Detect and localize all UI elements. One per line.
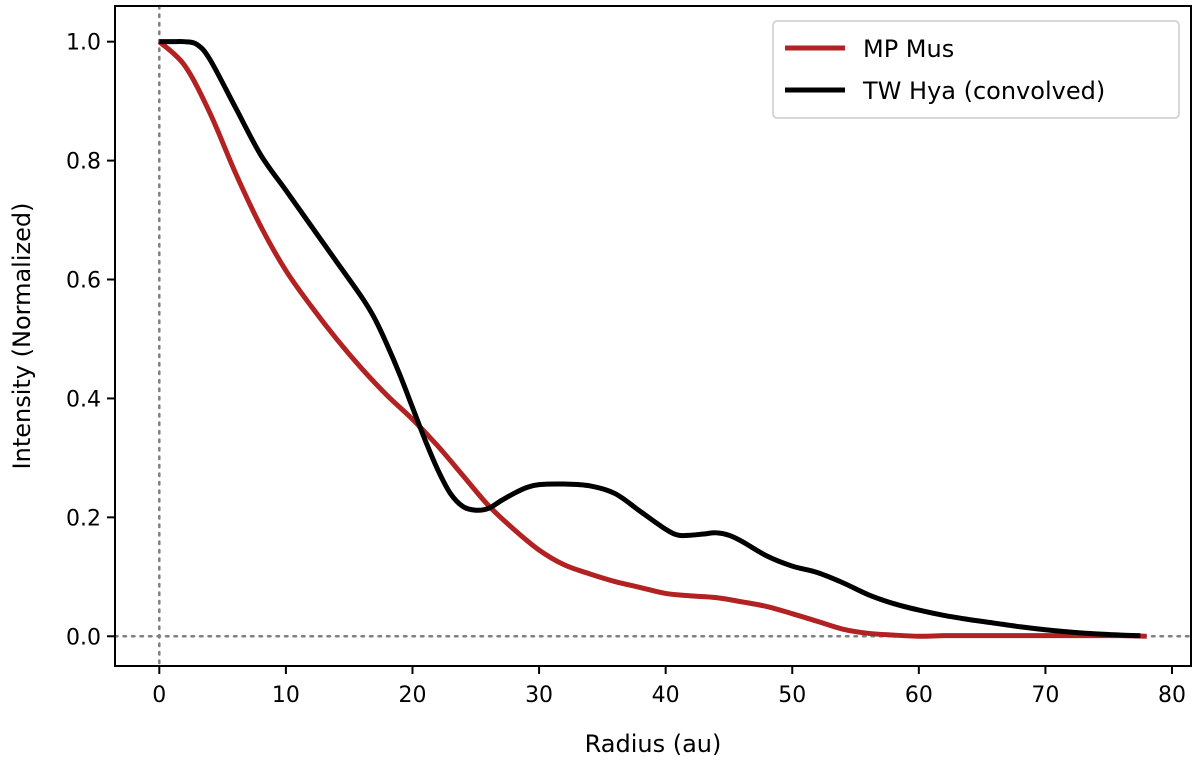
reference-lines <box>113 4 1193 668</box>
x-tick-label: 0 <box>152 683 166 708</box>
x-tick-label: 30 <box>525 683 553 708</box>
legend-label: MP Mus <box>863 35 954 63</box>
x-tick-label: 10 <box>272 683 300 708</box>
legend-box <box>772 20 1180 119</box>
y-tick-label: 0.0 <box>66 625 101 650</box>
plot-frame <box>114 5 1192 667</box>
y-tick-label: 0.4 <box>66 387 101 412</box>
series-line-2 <box>159 38 1141 639</box>
legend: MP Mus TW Hya (convolved) <box>772 20 1180 119</box>
y-tick-label: 0.2 <box>66 506 101 531</box>
legend-label: TW Hya (convolved) <box>862 77 1105 105</box>
series-layer <box>157 38 1147 639</box>
y-tick-label: 1.0 <box>66 31 101 56</box>
x-tick-label: 80 <box>1158 683 1186 708</box>
x-tick-label: 70 <box>1031 683 1059 708</box>
y-tick-label: 0.8 <box>66 150 101 175</box>
series-line-1 <box>157 39 1147 639</box>
x-tick-label: 40 <box>652 683 680 708</box>
y-axis-label: Intensity (Normalized) <box>8 203 36 470</box>
x-tick-label: 50 <box>778 683 806 708</box>
x-tick-label: 20 <box>398 683 426 708</box>
y-axis: 0.0 0.2 0.4 0.6 0.8 1.0 <box>66 31 115 650</box>
x-axis: 0 10 20 30 40 50 60 70 80 <box>152 666 1186 708</box>
y-tick-label: 0.6 <box>66 269 101 294</box>
x-tick-label: 60 <box>905 683 933 708</box>
x-axis-label: Radius (au) <box>585 730 722 758</box>
